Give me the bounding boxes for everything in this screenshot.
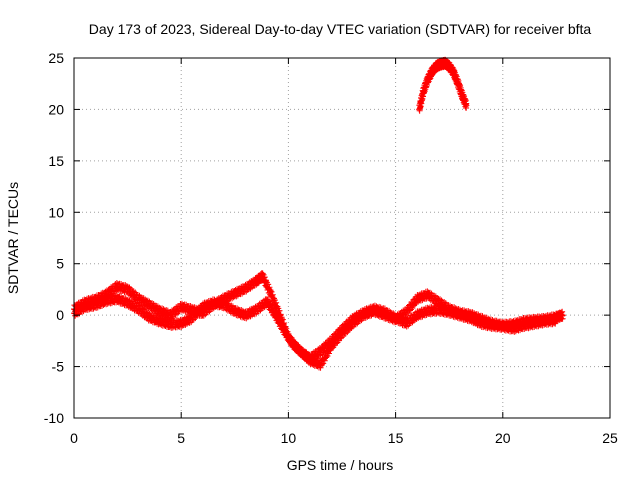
x-tick-label: 0 (70, 430, 78, 446)
data-point (113, 279, 120, 286)
y-tick-label: -10 (44, 410, 64, 426)
data-points (71, 56, 566, 371)
y-tick-label: 10 (48, 204, 64, 220)
data-point (559, 312, 566, 319)
data-point (406, 307, 413, 314)
x-tick-label: 20 (495, 430, 511, 446)
data-point (278, 320, 285, 327)
y-tick-label: 25 (48, 50, 64, 66)
data-point (323, 354, 330, 361)
x-axis-label: GPS time / hours (287, 457, 394, 473)
axis-ticks (73, 57, 611, 419)
data-point (463, 102, 470, 109)
series-track-c (416, 56, 470, 114)
data-point (553, 317, 560, 324)
data-point (269, 291, 276, 298)
data-point (317, 364, 324, 371)
plot-frame (73, 57, 611, 419)
y-axis-label: SDTVAR / TECUs (5, 182, 21, 294)
grid-lines (74, 58, 610, 418)
data-point (319, 360, 326, 367)
tick-labels: 0 5 10 15 20 25 -10 -5 0 5 10 15 20 25 (44, 50, 618, 446)
data-point (266, 284, 273, 291)
data-point (321, 357, 328, 364)
data-point (274, 311, 281, 318)
y-tick-label: 5 (56, 256, 64, 272)
data-point (267, 288, 274, 295)
data-point (259, 270, 266, 277)
y-tick-label: 0 (56, 307, 64, 323)
y-tick-label: 15 (48, 153, 64, 169)
x-tick-label: 25 (602, 430, 618, 446)
x-tick-label: 15 (388, 430, 404, 446)
chart-title: Day 173 of 2023, Sidereal Day-to-day VTE… (89, 21, 592, 37)
data-point (277, 317, 284, 324)
y-tick-label: -5 (52, 359, 65, 375)
data-point (325, 350, 332, 357)
x-tick-label: 10 (281, 430, 297, 446)
data-point (271, 295, 278, 302)
x-tick-label: 5 (177, 430, 185, 446)
data-point (273, 299, 280, 306)
series-track-b (71, 292, 560, 365)
y-tick-label: 20 (48, 101, 64, 117)
